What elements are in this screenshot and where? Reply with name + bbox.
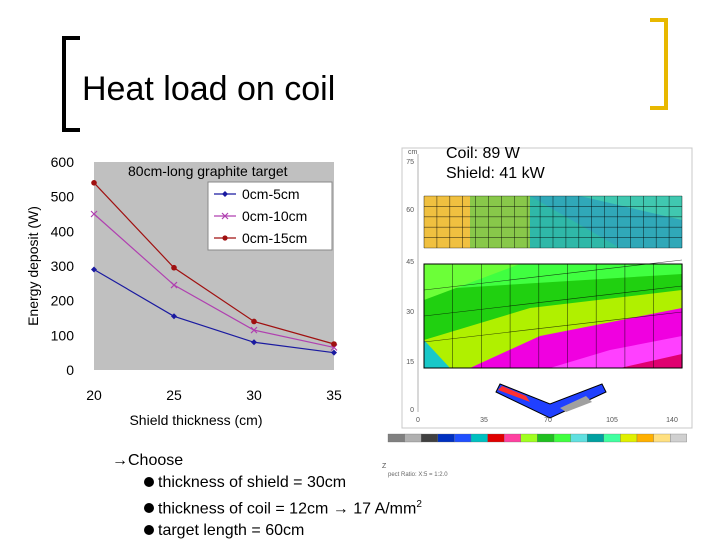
y-tick-label: 400 (51, 223, 75, 239)
data-point-s2-2 (170, 281, 178, 289)
legend-label-1: 0cm-5cm (242, 186, 300, 202)
legend-marker-3 (222, 235, 228, 241)
x-tick-label: 30 (246, 387, 262, 403)
bullet-dot-icon (144, 525, 154, 536)
bullet-dot-icon (144, 477, 154, 487)
shield-region (423, 195, 683, 249)
sim-x-tick-label: 105 (606, 417, 618, 424)
sim-y-unit: cm (408, 149, 418, 156)
coil-grid (423, 259, 683, 369)
shield-heat-text: Shield: 41 kW (446, 165, 545, 182)
data-point-s2-3 (250, 326, 258, 334)
legend-marker-2 (221, 212, 229, 220)
bullet-item: thickness of coil = 12cm → 17 A/mm2 (144, 494, 422, 520)
data-point-s3-1 (91, 180, 97, 186)
bullet-item: thickness of shield = 30cm (144, 472, 422, 494)
sim-y-ticks: 75 60 45 30 15 0 (406, 159, 414, 414)
sim-y-tick-label: 60 (406, 207, 414, 214)
sim-x-ticks: 0 35 70 105 140 (416, 417, 678, 424)
shield-grid (423, 195, 683, 249)
sim-y-tick-label: 15 (406, 359, 414, 366)
y-tick-label: 0 (66, 362, 74, 378)
data-point-s1-2 (171, 313, 177, 320)
target-v-shape (495, 383, 607, 419)
legend-label-2: 0cm-10cm (242, 208, 307, 224)
legend-marker-1 (222, 191, 228, 197)
y-tick-label: 200 (51, 293, 75, 309)
sim-y-tick-label: 75 (406, 159, 414, 166)
energy-deposit-chart: 0 100 200 300 400 500 600 20 25 30 35 Energy deposi… (25, 154, 342, 428)
sim-x-tick-label: 0 (416, 417, 420, 424)
y-tick-label: 300 (51, 258, 75, 274)
bullet-item: target length = 60cm (144, 520, 422, 542)
series-line-1 (93, 268, 335, 354)
data-point-s3-4 (331, 341, 337, 347)
sim-x-tick-label: 140 (666, 417, 678, 424)
sim-axis-z-label: Z (382, 463, 387, 470)
plot-layer: 0 100 200 300 400 500 600 20 25 30 35 Energy deposi… (25, 154, 342, 428)
y-tick-label: 600 (51, 154, 75, 170)
simulation-caption: Coil: 89 W Shield: 41 kW (446, 144, 545, 184)
conclusion-list: →Choose thickness of shield = 30cm thick… (112, 450, 422, 542)
series-line-2 (93, 213, 335, 349)
data-point-s1-1 (91, 266, 97, 273)
sim-footer-note: pect Ratio: X:5 = 1:2.0 (388, 472, 448, 478)
right-bracket-decoration (650, 18, 668, 110)
arrow-right-icon: → (112, 452, 128, 469)
x-axis-label: Shield thickness (cm) (129, 412, 262, 428)
sim-x-tick-label: 35 (480, 417, 488, 424)
left-bracket-decoration (62, 36, 80, 132)
color-scale-bar (387, 433, 687, 443)
data-point-s3-3 (251, 318, 257, 325)
y-axis-label: Energy deposit (W) (25, 206, 41, 326)
sim-x-tick-label: 70 (544, 417, 552, 424)
coil-heat-text: Coil: 89 W (446, 145, 520, 162)
series-line-3 (93, 182, 335, 345)
chart-title: 80cm-long graphite target (128, 163, 288, 179)
coil-region (423, 259, 683, 369)
sim-y-tick-label: 45 (406, 259, 414, 266)
x-tick-label: 35 (326, 387, 342, 403)
simulation-heat-map-figure: cm 75 60 45 30 15 0 0 35 70 105 140 Z pect Ratio:… (382, 147, 693, 478)
data-point-s2-1 (90, 210, 98, 218)
data-point-s3-2 (171, 264, 177, 271)
sim-y-tick-label: 0 (410, 407, 414, 414)
data-point-s1-3 (251, 339, 257, 346)
choose-label: Choose (128, 452, 184, 469)
bullet-dot-icon (144, 503, 154, 514)
sim-y-tick-label: 30 (406, 309, 414, 316)
x-tick-label: 25 (166, 387, 182, 403)
slide-title: Heat load on coil (82, 70, 336, 108)
y-tick-label: 100 (51, 327, 75, 343)
x-tick-label: 20 (86, 387, 102, 403)
y-tick-label: 500 (51, 189, 75, 205)
arrow-right-icon: → (332, 500, 349, 518)
choose-heading: →Choose (112, 450, 422, 472)
data-point-s1-4 (331, 349, 337, 356)
legend-label-3: 0cm-15cm (242, 230, 307, 246)
